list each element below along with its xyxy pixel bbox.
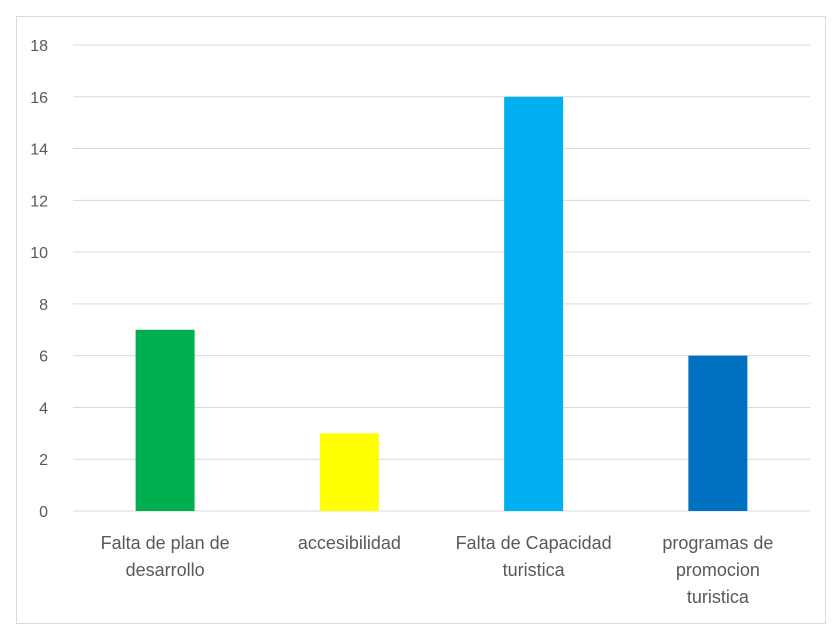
y-tick-label: 6 [39, 349, 48, 366]
y-tick-label: 0 [39, 504, 48, 521]
y-tick-label: 18 [30, 38, 48, 55]
y-tick-label: 14 [30, 142, 48, 159]
y-tick-label: 10 [30, 245, 48, 262]
x-category-label: Falta de Capacidad turistica [456, 533, 612, 580]
x-category-label-line: promocion [676, 560, 760, 580]
x-category-label-line: turistica [687, 587, 750, 607]
x-category-label-line: accesibilidad [298, 533, 401, 553]
y-tick-label: 4 [39, 400, 48, 417]
x-category-label-line: Falta de Capacidad [456, 533, 612, 553]
y-tick-label: 2 [39, 452, 48, 469]
y-tick-label: 16 [30, 90, 48, 107]
x-axis-category-labels: Falta de plan de desarrollo accesibilidad F… [101, 533, 774, 607]
bar-3 [688, 356, 747, 511]
x-category-label-line: desarrollo [126, 560, 205, 580]
x-category-label-line: turistica [503, 560, 566, 580]
x-category-label-line: programas de [662, 533, 773, 553]
x-category-label: accesibilidad [298, 533, 401, 553]
y-axis-tick-labels: 0 2 4 6 8 10 12 14 16 18 [30, 38, 48, 521]
bar-0 [136, 330, 195, 511]
bar-2 [504, 97, 563, 511]
x-category-label: programas de promocion turistica [662, 533, 773, 607]
x-category-label: Falta de plan de desarrollo [101, 533, 230, 580]
bar-1 [320, 433, 379, 511]
x-category-label-line: Falta de plan de [101, 533, 230, 553]
y-tick-label: 8 [39, 297, 48, 314]
y-tick-label: 12 [30, 193, 48, 210]
